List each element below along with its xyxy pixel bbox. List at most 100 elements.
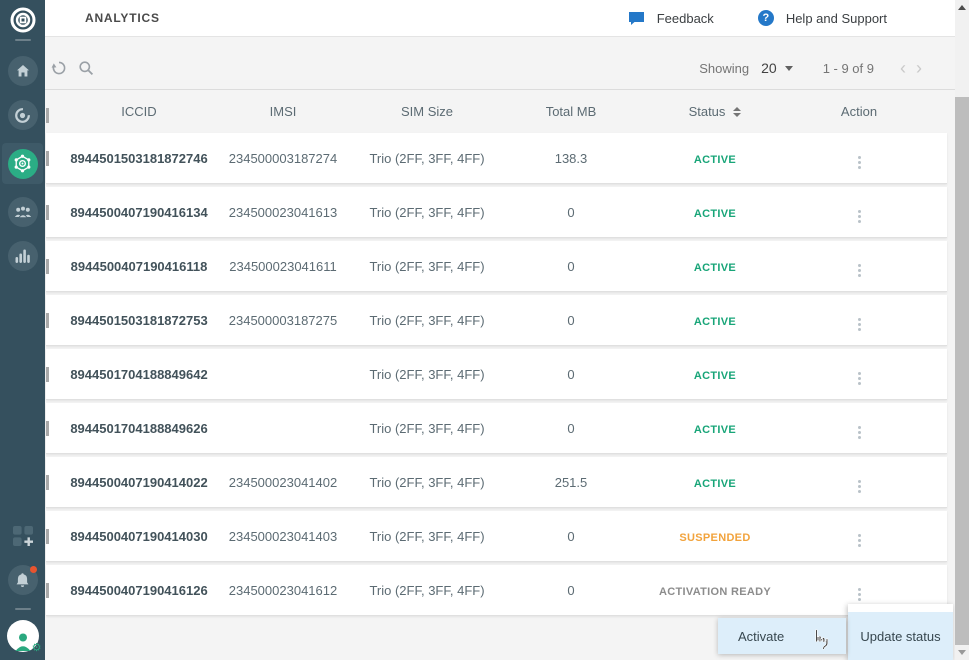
column-header-sim-size[interactable]: SIM Size [400, 104, 453, 119]
home-icon [16, 65, 29, 77]
sidebar-item-users[interactable] [7, 197, 38, 227]
table-row[interactable]: 8944500407190414022 234500023041402 Trio… [46, 457, 947, 508]
cell-iccid: 8944500407190414022 [70, 474, 208, 490]
row-actions-menu-icon[interactable] [857, 156, 861, 169]
showing-label: Showing [699, 60, 750, 76]
select-all-checkbox-sliver[interactable] [46, 108, 49, 123]
cell-total-mb: 0 [567, 366, 575, 382]
notification-dot [29, 566, 37, 573]
refresh-icon[interactable] [50, 59, 68, 77]
row-actions-menu-icon[interactable] [857, 372, 861, 385]
scroll-up-arrow[interactable] [955, 0, 969, 15]
table-row[interactable]: 8944500407190414030 234500023041403 Trio… [46, 511, 947, 562]
column-header-imsi[interactable]: IMSI [269, 104, 297, 119]
column-header-status[interactable]: Status [643, 104, 787, 119]
cell-imsi: 234500023041403 [228, 528, 338, 544]
table-row[interactable]: 8944500407190416126 234500023041612 Trio… [46, 565, 947, 616]
row-checkbox-sliver[interactable] [46, 259, 49, 274]
sidebar-item-apps[interactable] [8, 521, 38, 551]
row-checkbox-sliver[interactable] [46, 475, 49, 490]
cell-iccid: 8944500407190416126 [70, 582, 208, 598]
row-checkbox-sliver[interactable] [46, 529, 49, 544]
row-checkbox-sliver[interactable] [46, 367, 49, 382]
users-icon [14, 205, 31, 218]
settings-gear-icon[interactable]: ⚙ [31, 642, 42, 654]
row-checkbox-sliver[interactable] [46, 421, 49, 436]
status-badge: ACTIVE [693, 261, 737, 274]
row-actions-menu-icon[interactable] [857, 318, 861, 331]
cell-iccid: 8944500407190416118 [70, 258, 208, 274]
cell-sim-size: Trio (2FF, 3FF, 4FF) [369, 204, 485, 220]
table-row[interactable]: 8944501503181872753 234500003187275 Trio… [46, 295, 947, 346]
column-header-iccid[interactable]: ICCID [121, 104, 157, 119]
prev-page-button[interactable]: ‹ [900, 58, 906, 78]
row-checkbox-sliver[interactable] [46, 151, 49, 166]
help-support-button[interactable]: ? Help and Support [757, 10, 887, 26]
table-row[interactable]: 8944501503181872746 234500003187274 Trio… [46, 133, 947, 184]
sidebar-item-connectivity[interactable] [7, 100, 38, 130]
avatar[interactable]: ⚙ [6, 620, 42, 654]
status-badge: ACTIVE [693, 153, 737, 166]
hand-cursor-icon [806, 628, 830, 652]
search-icon[interactable] [77, 59, 95, 77]
next-page-button[interactable]: › [916, 58, 922, 78]
column-header-action: Action [840, 104, 878, 119]
row-actions-menu-icon[interactable] [857, 588, 861, 601]
table-row[interactable]: 8944500407190416118 234500023041611 Trio… [46, 241, 947, 292]
column-header-total-mb[interactable]: Total MB [545, 104, 597, 119]
action-context-menu: Update status [848, 604, 953, 660]
status-badge: ACTIVE [693, 477, 737, 490]
cell-total-mb: 251.5 [554, 474, 588, 490]
table-row[interactable]: 8944500407190416134 234500023041613 Trio… [46, 187, 947, 238]
cell-iccid: 8944501503181872753 [70, 312, 208, 328]
status-badge: ACTIVE [693, 423, 737, 436]
table-row[interactable]: 8944501704188849642 Trio (2FF, 3FF, 4FF)… [46, 349, 947, 400]
page-title: ANALYTICS [85, 11, 160, 25]
sidebar-item-reports[interactable] [7, 241, 38, 271]
row-actions-menu-icon[interactable] [857, 210, 861, 223]
row-actions-menu-icon[interactable] [857, 480, 861, 493]
sidebar-item-notifications[interactable] [7, 565, 38, 595]
row-checkbox-sliver[interactable] [46, 313, 49, 328]
logo-icon[interactable] [8, 5, 38, 35]
sims-table: ICCID IMSI SIM Size Total MB Status Acti… [46, 90, 947, 616]
vertical-scrollbar[interactable] [955, 0, 969, 660]
sidebar-item-home[interactable] [7, 56, 38, 86]
cell-sim-size: Trio (2FF, 3FF, 4FF) [369, 528, 485, 544]
row-checkbox-sliver[interactable] [46, 205, 49, 220]
table-body: 8944501503181872746 234500003187274 Trio… [46, 133, 947, 616]
cell-iccid: 8944501704188849642 [70, 366, 208, 382]
menu-item-update-status[interactable]: Update status [848, 612, 953, 660]
table-row[interactable]: 8944501704188849626 Trio (2FF, 3FF, 4FF)… [46, 403, 947, 454]
cell-imsi: 234500023041611 [229, 258, 337, 274]
app-header: ANALYTICS Feedback ? Help and Support [45, 0, 969, 37]
cell-sim-size: Trio (2FF, 3FF, 4FF) [369, 366, 485, 382]
help-icon: ? [757, 10, 774, 26]
cell-total-mb: 0 [567, 258, 575, 274]
cell-imsi: 234500023041402 [228, 474, 338, 490]
help-label: Help and Support [785, 10, 887, 26]
feedback-button[interactable]: Feedback [628, 11, 714, 26]
apps-icon [12, 526, 33, 546]
connectivity-icon [15, 107, 30, 123]
chevron-down-icon [784, 65, 793, 71]
cell-iccid: 8944500407190414030 [70, 528, 208, 544]
status-badge: ACTIVATION READY [659, 585, 771, 598]
status-badge: ACTIVE [693, 315, 737, 328]
scrollbar-thumb[interactable] [955, 97, 969, 645]
page-size-dropdown[interactable]: 20 [761, 60, 793, 76]
sidebar-item-network-sims[interactable] [2, 143, 43, 184]
row-actions-menu-icon[interactable] [857, 264, 861, 277]
cell-imsi: 234500003187274 [228, 150, 338, 166]
cell-iccid: 8944501503181872746 [70, 150, 208, 166]
table-toolbar: Showing 20 1 - 9 of 9 ‹ › [45, 37, 955, 90]
row-actions-menu-icon[interactable] [857, 534, 861, 547]
sort-icon[interactable] [733, 106, 742, 117]
cell-total-mb: 0 [567, 420, 575, 436]
cell-sim-size: Trio (2FF, 3FF, 4FF) [369, 312, 485, 328]
row-actions-menu-icon[interactable] [857, 426, 861, 439]
scroll-down-arrow[interactable] [955, 645, 969, 660]
cell-total-mb: 138.3 [554, 150, 588, 166]
feedback-icon [628, 11, 644, 25]
row-checkbox-sliver[interactable] [46, 583, 49, 598]
